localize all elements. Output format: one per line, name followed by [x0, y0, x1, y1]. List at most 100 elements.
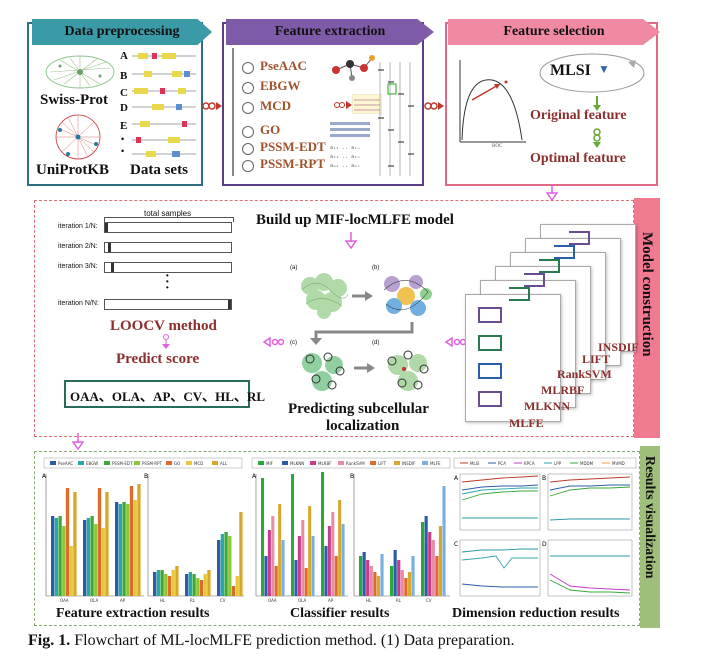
panel-label-b: (b)	[372, 265, 380, 271]
bar	[235, 576, 239, 596]
svg-text:a₁₁ .. a₁ₙ: a₁₁ .. a₁ₙ	[330, 145, 360, 151]
model-construction-label: Model construction	[639, 232, 655, 357]
svg-text:OLA: OLA	[298, 598, 306, 603]
svg-text:B: B	[350, 473, 354, 480]
selection-title: Feature selection	[503, 24, 605, 39]
total-samples-bracket	[104, 217, 234, 222]
svg-text:a₂₁ .. a₂ₙ: a₂₁ .. a₂ₙ	[330, 154, 360, 160]
bar	[362, 552, 366, 596]
bar	[192, 574, 196, 596]
bar	[400, 570, 404, 596]
bar	[196, 578, 200, 596]
results-box	[34, 451, 640, 626]
bar	[397, 560, 401, 596]
predicting-line2: localization	[326, 418, 400, 434]
bar	[301, 520, 305, 596]
bar	[334, 556, 338, 596]
bar	[90, 516, 94, 596]
svg-text:MIF: MIF	[266, 461, 274, 466]
feature-vector-grid	[378, 62, 414, 176]
fe-legend-3: PSSM-RPT	[142, 461, 163, 466]
bar	[207, 570, 211, 596]
bar	[376, 576, 381, 596]
go-radio	[242, 126, 254, 138]
bar	[308, 506, 312, 596]
feature-pseaac: PseAAC	[260, 58, 307, 73]
caption-feature-extraction-results: Feature extraction results	[56, 606, 210, 621]
bar	[341, 524, 345, 596]
bar	[73, 492, 77, 596]
build-model-down-arrow	[345, 232, 357, 250]
bar	[188, 572, 193, 596]
model-construction-sidebar	[634, 198, 660, 438]
swissprot-label: Swiss-Prot	[40, 92, 109, 108]
svg-text:KPCA: KPCA	[524, 461, 535, 466]
iteration-n-label: iteration N/N:	[58, 300, 99, 307]
protein-structure-c	[302, 352, 345, 391]
protein-structure-b	[383, 275, 432, 316]
figure-caption: Fig. 1. Flowchart of ML-locMLFE predicti…	[28, 632, 515, 650]
svg-text:LIFT: LIFT	[378, 461, 387, 466]
classifier-results-chart: MIF MLKNN MLRBF RankSVM LIFT INSDIF MLFE…	[251, 457, 451, 603]
dataset-letter-b: B	[120, 70, 128, 82]
bar	[203, 574, 207, 596]
bar	[278, 504, 282, 596]
pssm-rpt-radio	[242, 160, 254, 172]
iteration-1-bar	[104, 222, 232, 233]
svg-text:HL: HL	[160, 598, 166, 603]
bar	[94, 524, 98, 596]
svg-text:MDDM: MDDM	[580, 461, 594, 466]
svg-text:RL: RL	[396, 598, 402, 603]
selection-tab: Feature selection	[448, 19, 660, 45]
bar	[171, 570, 175, 596]
bar	[274, 566, 278, 596]
bar	[424, 516, 428, 596]
classifier-mlknn: MLKNN	[524, 399, 570, 413]
bar	[69, 546, 73, 596]
iteration-1-label: iteration 1/N:	[58, 223, 98, 230]
bar	[62, 526, 66, 596]
mlsi-down-arrow	[593, 96, 601, 111]
roc-curve-image	[459, 60, 526, 143]
svg-text:CV: CV	[426, 598, 432, 603]
original-feature-label: Original feature	[530, 108, 627, 123]
swissprot-network-image	[45, 55, 115, 89]
preprocessing-tab: Data preprocessing	[32, 19, 212, 45]
classifier-card-mlfe	[465, 294, 561, 422]
metrics-list: OAA、OLA、AP、CV、HL、RL	[70, 389, 266, 404]
bar	[311, 536, 315, 596]
preprocessing-title: Data preprocessing	[64, 24, 180, 39]
svg-text:MLSI: MLSI	[470, 461, 479, 466]
bar	[428, 532, 432, 596]
selection-box	[445, 22, 658, 186]
dataset-letter-dot2: •	[121, 146, 125, 156]
bar	[304, 568, 308, 596]
pssm-edt-radio	[242, 143, 254, 155]
dimension-reduction-results-chart: MLSI PCA KPCA LPP MDDM MVMD A B C D	[453, 457, 637, 597]
loocv-label: LOOCV method	[110, 318, 217, 334]
iteration-2-label: iteration 2/N:	[58, 243, 98, 250]
bar	[442, 486, 446, 596]
bar	[185, 574, 189, 596]
feature-ebgw: EBGW	[260, 78, 301, 93]
predict-score-label: Predict score	[116, 351, 200, 367]
svg-text:A: A	[42, 473, 47, 480]
sequence-chart-image	[352, 94, 382, 114]
arrow-selection-to-model	[546, 184, 558, 202]
matrix-image	[330, 122, 370, 137]
bar	[327, 526, 331, 596]
panel-label-d: (d)	[372, 340, 380, 346]
arrow-c-to-d	[354, 363, 375, 373]
roc-axis-label: ROC	[492, 144, 503, 149]
bar	[404, 578, 408, 596]
svg-text:AP: AP	[120, 598, 126, 603]
svg-text:PCA: PCA	[498, 461, 506, 466]
funnel-icon: ▼	[598, 62, 610, 76]
bar	[51, 516, 55, 596]
extraction-tab: Feature extraction	[226, 19, 434, 45]
svg-text:MLKNN: MLKNN	[290, 461, 304, 466]
classifier-ranksvm: RankSVM	[557, 367, 612, 381]
svg-text:AP: AP	[328, 598, 334, 603]
bar	[175, 566, 179, 596]
iteration-2-bar	[104, 242, 232, 253]
